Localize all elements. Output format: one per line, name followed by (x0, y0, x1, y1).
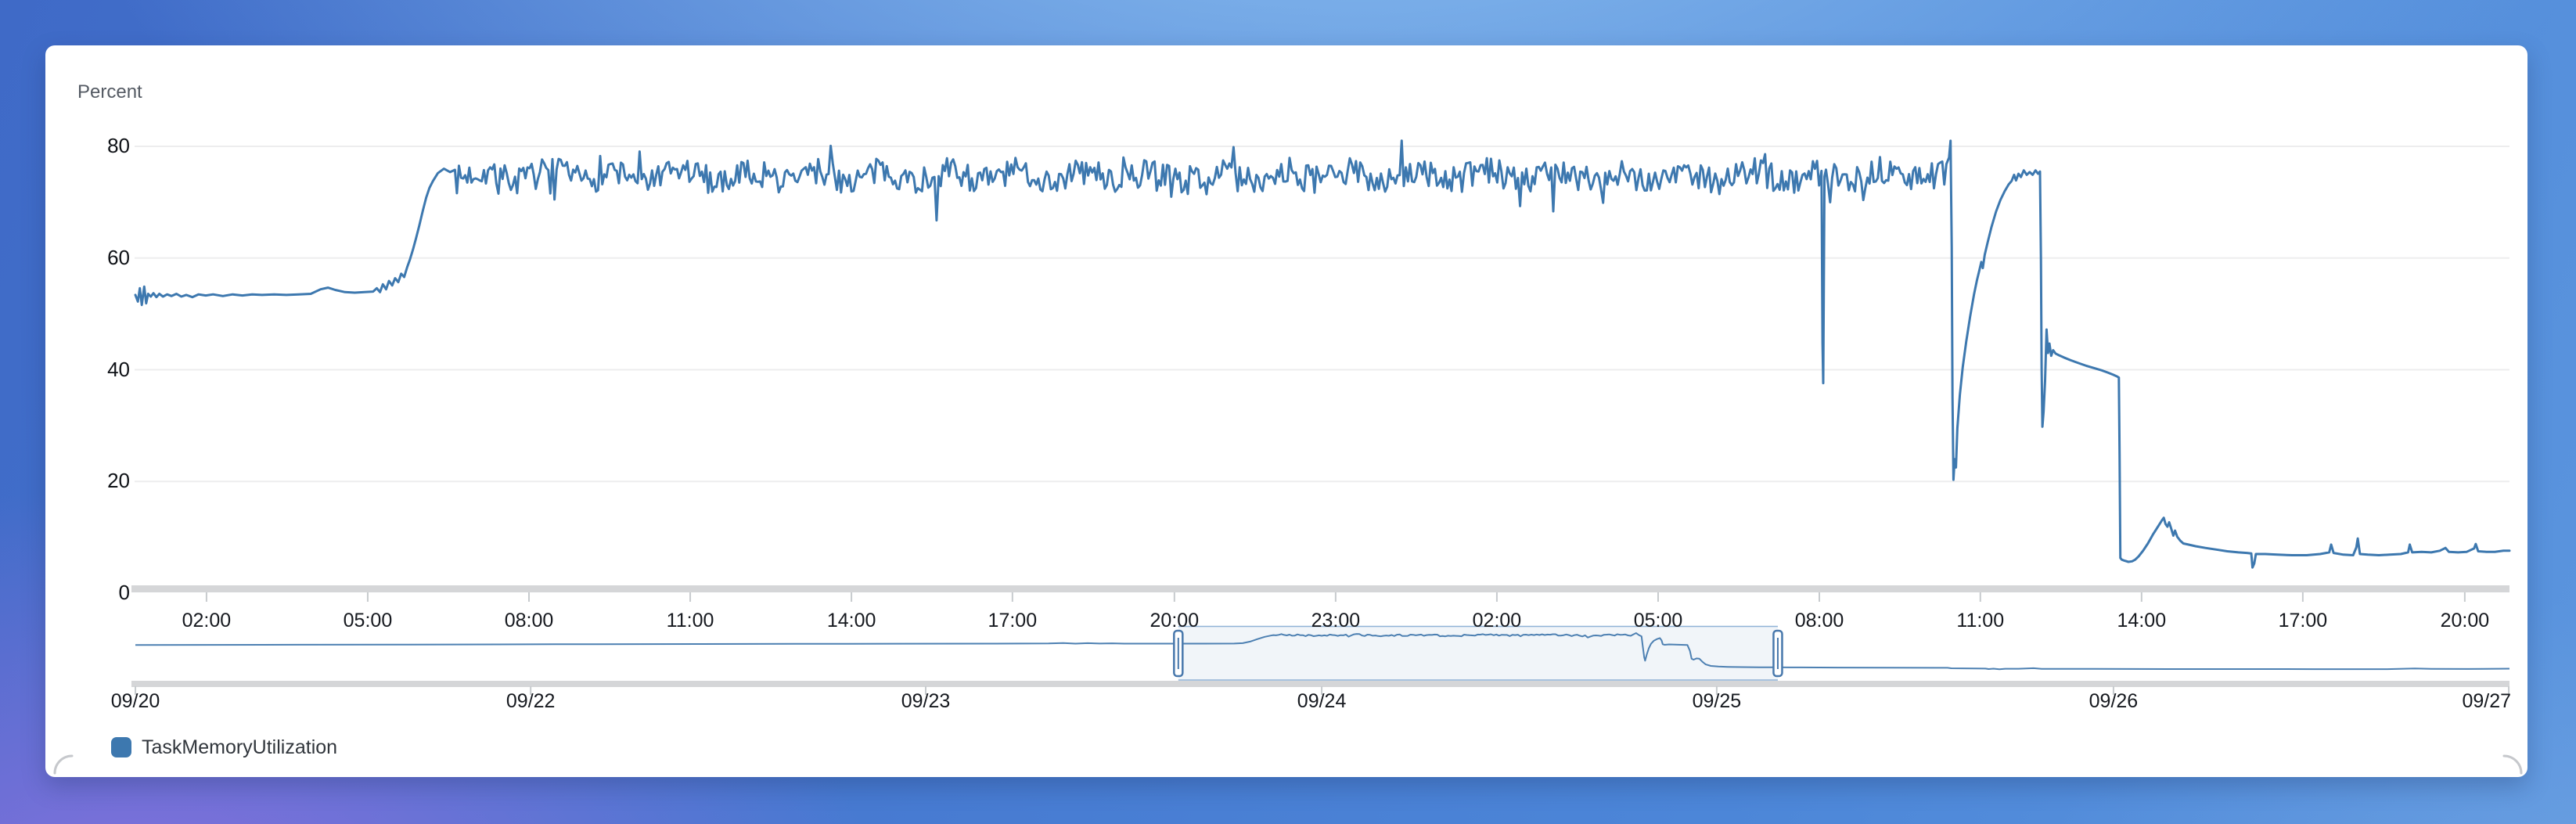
x-axis-label-0: 02:00 (182, 610, 232, 631)
legend-item-taskmemoryutilization[interactable]: TaskMemoryUtilization (111, 736, 337, 758)
legend-color-swatch (111, 737, 131, 757)
brush-date-label-09-20: 09/20 (110, 690, 160, 712)
x-axis-label-13: 17:00 (2278, 610, 2328, 631)
brush-date-label-09-27: 09/27 (2462, 690, 2511, 712)
brush-axis-baseline (131, 681, 2509, 687)
legend-label: TaskMemoryUtilization (142, 736, 338, 758)
x-axis-label-6: 20:00 (1149, 610, 1200, 631)
resize-grip-bottom-right[interactable] (2502, 754, 2523, 775)
brush-sparkline (135, 632, 2510, 671)
brush-date-label-09-26: 09/26 (2089, 690, 2139, 712)
x-axis-label-11: 11:00 (1956, 610, 2005, 631)
y-axis-label-40: 40 (107, 357, 130, 381)
y-axis-label-0: 0 (118, 581, 130, 604)
chart-plot-area[interactable] (67, 117, 2509, 593)
x-axis-label-2: 08:00 (504, 610, 554, 631)
y-axis-label-20: 20 (107, 469, 130, 493)
brush-date-label-09-23: 09/23 (901, 690, 951, 712)
brush-date-label-09-24: 09/24 (1297, 690, 1347, 712)
resize-grip-bottom-left[interactable] (53, 754, 74, 775)
x-axis-label-4: 14:00 (826, 610, 876, 631)
y-axis-unit-label: Percent (77, 81, 142, 103)
x-axis-label-8: 02:00 (1472, 610, 1522, 631)
x-axis-baseline (131, 585, 2509, 592)
brush-date-label-09-25: 09/25 (1692, 690, 1742, 712)
y-axis-label-80: 80 (107, 134, 130, 158)
x-axis-label-9: 05:00 (1633, 610, 1683, 631)
x-axis-label-10: 08:00 (1794, 610, 1844, 631)
x-axis-label-12: 14:00 (2117, 610, 2167, 631)
main-series-line (134, 139, 2511, 569)
brush-date-label-09-22: 09/22 (505, 690, 556, 712)
x-axis-label-1: 05:00 (343, 610, 393, 631)
x-axis-label-14: 20:00 (2440, 610, 2490, 631)
x-axis-label-7: 23:00 (1311, 610, 1361, 631)
y-axis-label-60: 60 (107, 245, 130, 269)
x-axis-label-5: 17:00 (988, 610, 1038, 631)
x-axis-label-3: 11:00 (666, 610, 714, 631)
